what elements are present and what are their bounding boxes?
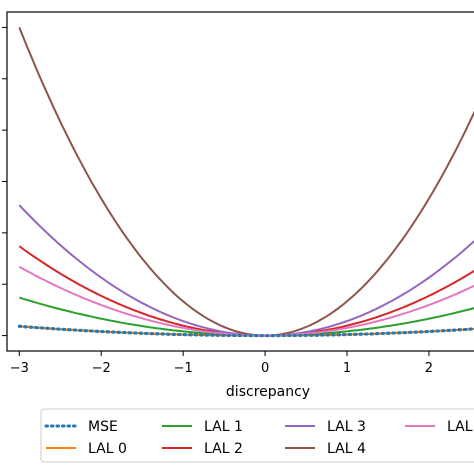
legend: MSE LAL 0 LAL 1 LAL 2 LAL 3 LAL 4 LAL 5 (40, 408, 474, 463)
axes: −3 −2 −1 0 1 2 (2, 11, 474, 376)
series-line-lal-4 (18, 27, 474, 337)
legend-label: LAL 5 (447, 419, 474, 435)
x-tick-label: 0 (261, 361, 269, 376)
legend-label: LAL 3 (327, 419, 366, 435)
series-line-lal-5 (18, 265, 474, 337)
legend-label: MSE (88, 419, 118, 435)
legend-label: LAL 1 (204, 419, 243, 435)
x-tick-label: −2 (92, 361, 111, 376)
series-line-mse-overlay (17, 324, 474, 338)
plot-frame (6, 11, 474, 352)
legend-label: LAL 0 (88, 441, 127, 457)
plot-area (17, 27, 474, 338)
x-tick-label: 1 (343, 361, 351, 376)
x-axis-label: discrepancy (226, 384, 310, 400)
legend-label: LAL 4 (327, 441, 366, 457)
legend-label: LAL 2 (204, 441, 243, 457)
x-tick-label: −1 (174, 361, 193, 376)
x-tick-label: 2 (425, 361, 433, 376)
x-tick-label: −3 (10, 361, 29, 376)
legend-box (40, 408, 474, 463)
